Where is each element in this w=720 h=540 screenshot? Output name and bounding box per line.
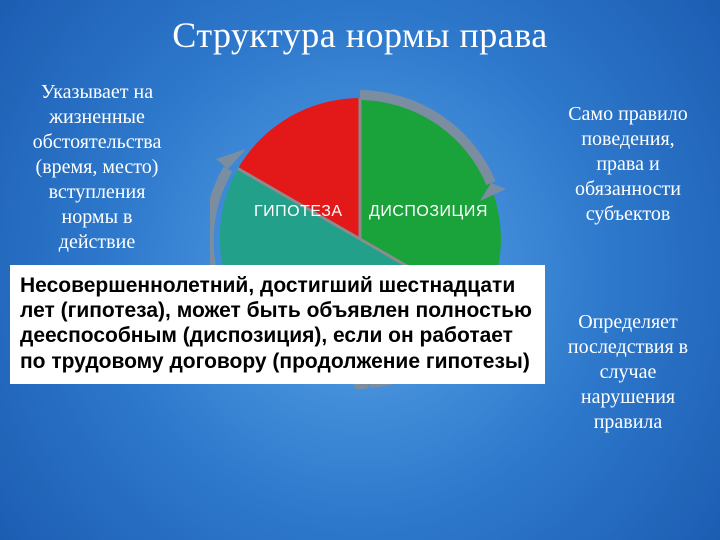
caption-disposition: Само правилоповедения,права иобязанности… [548,102,708,227]
caption-sanction: Определяетпоследствия вслучаенарушенияпр… [548,310,708,435]
arrow-head [216,149,246,169]
slice-label-hypothesis: ГИПОТЕЗА [254,203,343,221]
example-overlay: Несовершеннолетний, достигший шестнадцат… [10,265,545,384]
arrow-head [480,183,506,201]
caption-hypothesis: Указывает нажизненныеобстоятельства(врем… [12,80,182,255]
slice-label-disposition: ДИСПОЗИЦИЯ [369,203,488,221]
slide-title: Структура нормы права [0,14,720,56]
